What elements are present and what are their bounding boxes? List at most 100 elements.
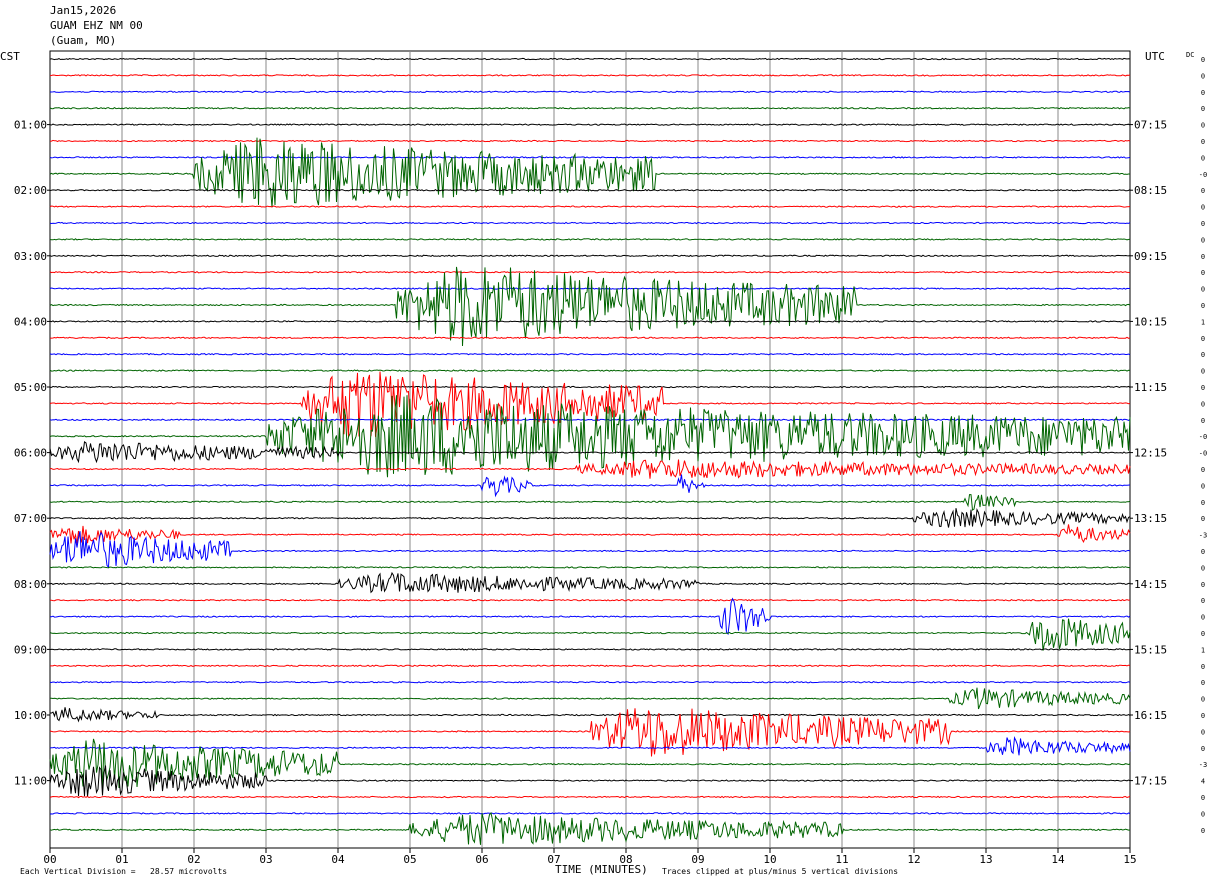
dc-offset-label: 0	[1201, 56, 1205, 64]
left-time-label: 04:00	[14, 315, 47, 328]
trace-line-11	[49, 238, 1131, 241]
left-time-label: 02:00	[14, 184, 47, 197]
dc-offset-label: 0	[1201, 614, 1205, 622]
dc-offset-label: 0	[1201, 253, 1205, 261]
dc-offset-label: 0	[1201, 466, 1205, 474]
x-tick-label: 12	[907, 853, 920, 866]
dc-offset-label: 0	[1201, 597, 1205, 605]
right-time-label: 13:15	[1134, 512, 1167, 525]
right-zone-label: UTC	[1145, 50, 1165, 63]
trace-line-40	[50, 707, 1131, 723]
dc-offset-label: -0	[1199, 433, 1207, 441]
left-time-label: 03:00	[14, 250, 47, 263]
left-time-label: 01:00	[14, 119, 47, 132]
x-axis-title: TIME (MINUTES)	[555, 863, 648, 876]
trace-line-10	[49, 221, 1131, 225]
dc-offset-label: 0	[1201, 794, 1205, 802]
dc-offset-label: 0	[1201, 581, 1205, 589]
left-time-label: 09:00	[14, 643, 47, 656]
dc-offset-label: 0	[1201, 187, 1205, 195]
trace-line-17	[49, 336, 1131, 340]
trace-line-46	[49, 812, 1131, 815]
left-time-label: 07:00	[14, 512, 47, 525]
dc-offset-label: 0	[1201, 810, 1205, 818]
trace-line-29	[49, 524, 1131, 544]
trace-line-24	[49, 441, 1131, 464]
dc-offset-label: 0	[1201, 696, 1205, 704]
dc-offset-label: 0	[1201, 286, 1205, 294]
trace-line-45	[49, 795, 1131, 799]
trace-line-15	[49, 266, 1131, 347]
trace-line-37	[50, 664, 1131, 668]
dc-offset-label: 0	[1201, 728, 1205, 736]
right-time-label: 07:15	[1134, 119, 1167, 132]
trace-line-26	[49, 474, 1131, 498]
trace-line-28	[49, 507, 1131, 528]
right-time-label: 08:15	[1134, 184, 1167, 197]
trace-line-25	[49, 459, 1131, 479]
x-tick-label: 06	[475, 853, 488, 866]
left-zone-label: CST	[0, 50, 20, 63]
dc-offset-label: 0	[1201, 302, 1205, 310]
dc-offset-label: 0	[1201, 663, 1205, 671]
right-time-label: 15:15	[1134, 643, 1167, 656]
dc-offset-label: 0	[1201, 138, 1205, 146]
trace-line-36	[49, 648, 1131, 651]
trace-line-23	[49, 395, 1131, 478]
x-tick-label: 03	[259, 853, 272, 866]
right-time-label: 11:15	[1134, 381, 1167, 394]
x-tick-label: 07	[547, 853, 560, 866]
dc-offset-label: -0	[1199, 171, 1207, 179]
trace-line-22	[49, 418, 1131, 422]
x-tick-label: 10	[763, 853, 776, 866]
scale-note: Each Vertical Division = 28.57 microvolt…	[20, 867, 228, 876]
header-date: Jan15,2026	[50, 4, 117, 17]
dc-offset-label: 0	[1201, 122, 1205, 130]
x-tick-label: 00	[43, 853, 56, 866]
dc-offset-label: 0	[1201, 89, 1205, 97]
header-location: (Guam, MO)	[50, 34, 117, 47]
dc-offset-label: 0	[1201, 384, 1205, 392]
left-time-label: 05:00	[14, 381, 47, 394]
dc-offset-label: 0	[1201, 515, 1205, 523]
trace-line-21	[49, 371, 1131, 438]
right-time-label: 14:15	[1134, 578, 1167, 591]
dc-offset-label: 0	[1201, 712, 1205, 720]
dc-offset-label: 0	[1201, 482, 1205, 490]
dc-offset-label: 0	[1201, 548, 1205, 556]
dc-offset-label: 0	[1201, 220, 1205, 228]
dc-offset-label: 0	[1201, 72, 1205, 80]
dc-offset-label: 0	[1201, 630, 1205, 638]
x-tick-label: 04	[331, 853, 345, 866]
trace-line-13	[49, 270, 1131, 274]
dc-offset-label: -3	[1199, 761, 1207, 769]
trace-line-9	[49, 205, 1131, 208]
dc-offset-label: -3	[1199, 532, 1207, 540]
dc-offset-label: 0	[1201, 154, 1205, 162]
trace-line-6	[49, 156, 1131, 159]
trace-line-35	[49, 618, 1131, 651]
trace-line-0	[49, 57, 1131, 61]
trace-line-38	[49, 680, 1131, 684]
x-tick-label: 02	[187, 853, 200, 866]
right-time-label: 17:15	[1134, 775, 1167, 788]
trace-line-2	[50, 90, 1131, 93]
trace-line-43	[49, 738, 1131, 790]
trace-line-12	[49, 254, 1131, 257]
trace-line-16	[49, 320, 1131, 323]
trace-line-20	[49, 385, 1131, 389]
trace-line-33	[50, 598, 1131, 602]
dc-offset-label: 0	[1201, 105, 1205, 113]
dc-offset-label: 0	[1201, 269, 1205, 277]
trace-line-18	[49, 352, 1131, 356]
dc-offset-label: 1	[1201, 318, 1205, 326]
dc-offset-label: 0	[1201, 204, 1205, 212]
x-tick-label: 11	[835, 853, 848, 866]
trace-line-42	[49, 736, 1131, 756]
trace-line-39	[50, 687, 1131, 710]
trace-line-1	[49, 74, 1131, 77]
trace-line-5	[49, 139, 1131, 143]
trace-line-7	[49, 137, 1130, 208]
trace-line-32	[49, 571, 1130, 594]
